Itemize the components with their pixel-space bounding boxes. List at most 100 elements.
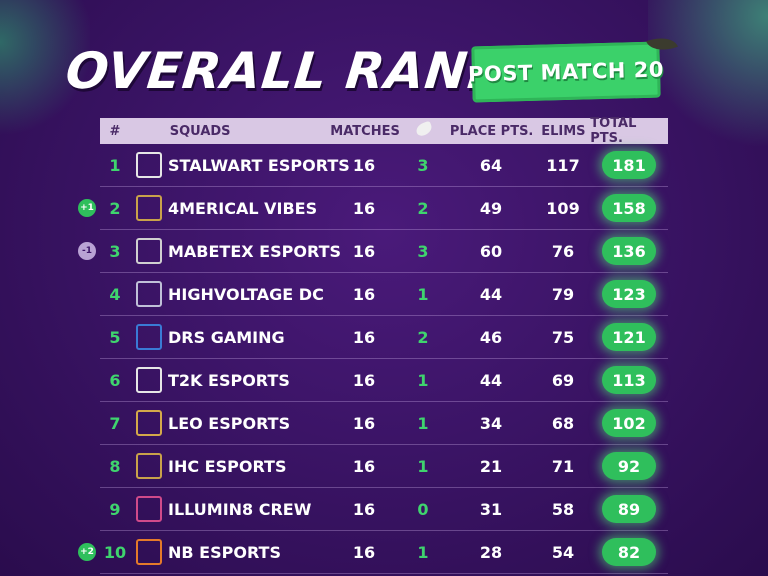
row-wwcd: 1 (417, 542, 429, 562)
table-row: 1 STALWART ESPORTS 16 3 64 117 181 (100, 144, 668, 187)
header-total-pts: TOTAL PTS. (590, 116, 637, 146)
row-squad: T2K ESPORTS (168, 370, 290, 390)
row-squad: MABETEX ESPORTS (168, 241, 341, 261)
row-elims: 79 (551, 284, 575, 304)
row-logo-cell (130, 238, 168, 264)
row-total-pts: 181 (602, 151, 656, 179)
row-total-pts: 102 (602, 409, 656, 437)
row-logo-cell (130, 324, 168, 350)
row-total-pts: 136 (602, 237, 656, 265)
row-matches: 16 (352, 413, 376, 433)
row-squad: STALWART ESPORTS (168, 155, 350, 175)
row-place-pts: 31 (479, 499, 503, 519)
row-elims: 76 (551, 241, 575, 261)
table-row: 6 T2K ESPORTS 16 1 44 69 113 (100, 359, 668, 402)
row-wwcd: 1 (417, 284, 429, 304)
row-total-pts: 89 (602, 495, 656, 523)
header-rank: # (109, 123, 121, 139)
row-place-pts: 21 (479, 456, 503, 476)
row-matches: 16 (352, 370, 376, 390)
row-wwcd: 2 (417, 198, 429, 218)
row-place-pts: 64 (479, 155, 503, 175)
row-place-pts: 60 (479, 241, 503, 261)
header-place-pts: PLACE PTS. (449, 123, 534, 139)
team-logo-icon (136, 453, 162, 479)
row-elims: 117 (546, 155, 580, 175)
row-total-cell: 136 (590, 237, 668, 265)
row-squad: HIGHVOLTAGE DC (168, 284, 324, 304)
row-matches: 16 (352, 198, 376, 218)
team-logo-icon (136, 410, 162, 436)
row-logo-cell (130, 281, 168, 307)
match-badge-label: POST MATCH 20 (467, 57, 665, 87)
row-place-pts: 44 (479, 370, 503, 390)
table-header: # SQUADS MATCHES PLACE PTS. ELIMS TOTAL … (100, 116, 668, 146)
table-body: 1 STALWART ESPORTS 16 3 64 117 181 +1 2 … (78, 144, 668, 574)
row-rank: 4 (109, 284, 121, 304)
background-splash-left (0, 0, 90, 140)
page-title: OVERALL RANKING (62, 42, 616, 100)
row-matches: 16 (352, 327, 376, 347)
row-matches: 16 (352, 284, 376, 304)
row-total-cell: 181 (590, 151, 668, 179)
row-rank: 6 (109, 370, 121, 390)
background-splash-right (648, 0, 768, 160)
row-place-pts: 44 (479, 284, 503, 304)
table-row: 9 ILLUMIN8 CREW 16 0 31 58 89 (100, 488, 668, 531)
row-rank: 3 (109, 241, 121, 261)
row-squad: IHC ESPORTS (168, 456, 287, 476)
row-matches: 16 (352, 499, 376, 519)
team-logo-icon (136, 238, 162, 264)
row-place-pts: 46 (479, 327, 503, 347)
ranking-table: # SQUADS MATCHES PLACE PTS. ELIMS TOTAL … (78, 116, 668, 574)
row-logo-cell (130, 367, 168, 393)
row-wwcd: 1 (417, 456, 429, 476)
row-total-cell: 82 (590, 538, 668, 566)
row-matches: 16 (352, 155, 376, 175)
table-row: 7 LEO ESPORTS 16 1 34 68 102 (100, 402, 668, 445)
team-logo-icon (136, 496, 162, 522)
row-elims: 109 (546, 198, 580, 218)
row-rank: 8 (109, 456, 121, 476)
table-row: 4 HIGHVOLTAGE DC 16 1 44 79 123 (100, 273, 668, 316)
row-total-cell: 89 (590, 495, 668, 523)
match-badge: POST MATCH 20 (468, 41, 664, 103)
row-total-cell: 113 (590, 366, 668, 394)
row-elims: 69 (551, 370, 575, 390)
row-rank: 2 (109, 198, 121, 218)
row-total-cell: 123 (590, 280, 668, 308)
table-row: 8 IHC ESPORTS 16 1 21 71 92 (100, 445, 668, 488)
chicken-dinner-icon (414, 120, 434, 138)
row-logo-cell (130, 496, 168, 522)
row-rank: 1 (109, 155, 121, 175)
row-rank: 5 (109, 327, 121, 347)
team-logo-icon (136, 152, 162, 178)
team-logo-icon (136, 195, 162, 221)
row-logo-cell (130, 539, 168, 565)
row-logo-cell (130, 152, 168, 178)
row-squad: 4MERICAL VIBES (168, 198, 318, 218)
row-total-pts: 82 (602, 538, 656, 566)
row-place-pts: 28 (479, 542, 503, 562)
header-wwcd (401, 120, 447, 139)
table-row: +1 2 4MERICAL VIBES 16 2 49 109 158 (78, 187, 668, 230)
row-total-pts: 113 (602, 366, 656, 394)
row-elims: 71 (551, 456, 575, 476)
row-elims: 54 (551, 542, 575, 562)
row-wwcd: 3 (417, 155, 429, 175)
row-total-cell: 92 (590, 452, 668, 480)
row-wwcd: 0 (417, 499, 429, 519)
header-squads: SQUADS (169, 123, 231, 139)
row-total-cell: 121 (590, 323, 668, 351)
team-logo-icon (136, 324, 162, 350)
header-matches: MATCHES (330, 123, 400, 139)
row-rank: 7 (109, 413, 121, 433)
row-squad: NB ESPORTS (168, 542, 281, 562)
row-place-pts: 49 (479, 198, 503, 218)
table-row: +2 10 NB ESPORTS 16 1 28 54 82 (78, 531, 668, 574)
row-logo-cell (130, 453, 168, 479)
row-wwcd: 2 (417, 327, 429, 347)
row-elims: 58 (551, 499, 575, 519)
team-logo-icon (136, 367, 162, 393)
row-squad: LEO ESPORTS (168, 413, 291, 433)
